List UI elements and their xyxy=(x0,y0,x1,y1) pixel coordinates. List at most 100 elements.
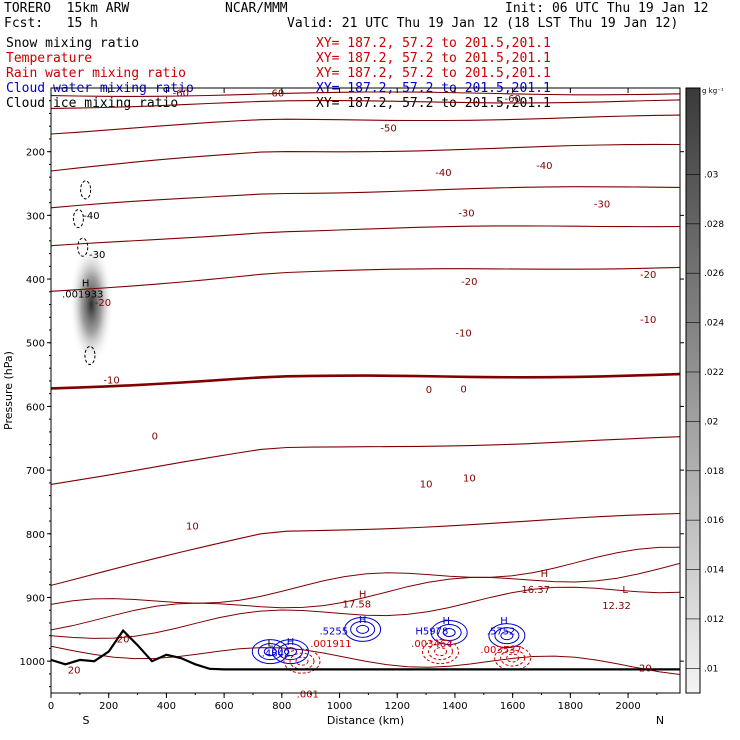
ice-contour xyxy=(84,345,96,365)
south-label: S xyxy=(83,714,90,727)
model-title: TORERO 15km ARW xyxy=(4,1,130,16)
hydrometeor-contour xyxy=(283,648,321,674)
hydrometeor-contour xyxy=(283,647,297,657)
contour-label: .5752 xyxy=(487,626,516,637)
y-tick-label: 900 xyxy=(26,593,45,604)
field-xy-snow: XY= 187.2, 57.2 to 201.5,201.1 xyxy=(316,36,551,51)
field-xy-temperature: XY= 187.2, 57.2 to 201.5,201.1 xyxy=(316,51,551,66)
x-tick-label: 1600 xyxy=(500,701,525,712)
colorbar-tick-label: .028 xyxy=(704,220,724,230)
isotherm--20 xyxy=(51,225,680,247)
y-tick-label: 500 xyxy=(26,339,45,350)
colorbar-tick-label: .02 xyxy=(704,417,718,427)
contour-label: .5255 xyxy=(319,626,348,637)
terrain-line xyxy=(51,628,680,671)
contour-label: .003464 xyxy=(411,639,452,650)
y-tick-label: 200 xyxy=(26,148,45,159)
isotherm-10 xyxy=(51,436,680,485)
contour-label: -30 xyxy=(89,250,105,261)
hydrometeor-contour xyxy=(494,627,520,645)
hydrometeor-contour xyxy=(436,624,462,641)
contour-label: H xyxy=(443,616,451,627)
colorbar-tick-label: .01 xyxy=(704,664,718,674)
hydrometeor-contour xyxy=(251,639,289,665)
isotherm--50 xyxy=(51,114,680,135)
contour-label: 0 xyxy=(460,384,466,395)
hydrometeor-contour xyxy=(356,624,370,634)
contour-label: 10 xyxy=(420,479,433,490)
hydrometeor-contour xyxy=(295,656,309,666)
contour-label: L xyxy=(622,585,628,596)
contour-label: H xyxy=(82,279,90,290)
x-tick-label: 0 xyxy=(48,701,54,712)
contour-label: H xyxy=(541,569,549,580)
y-axis-label: Pressure (hPa) xyxy=(2,351,15,430)
contour-label: 16.37 xyxy=(521,585,550,596)
snow-shading xyxy=(69,242,114,367)
contour-label: -60 xyxy=(268,88,284,99)
hydrometeor-contour xyxy=(277,643,303,661)
isotherm-low xyxy=(51,562,680,631)
contour-label: 20 xyxy=(639,663,652,674)
colorbar-units: g kg⁻¹ xyxy=(702,87,724,95)
hydrometeor-contour xyxy=(506,653,520,663)
y-tick-label: 300 xyxy=(26,211,45,222)
contour-label: -10 xyxy=(455,328,471,339)
contour-label: -20 xyxy=(640,270,656,281)
hydrometeor-contour xyxy=(271,639,309,665)
hydrometeor-contour xyxy=(442,628,456,637)
contour-label: -20 xyxy=(95,298,111,309)
contour-label: H xyxy=(500,616,508,627)
y-tick-label: 800 xyxy=(26,530,45,541)
init-time: Init: 06 UTC Thu 19 Jan 12 xyxy=(505,1,709,16)
x-tick-label: 1000 xyxy=(327,701,352,712)
x-tick-label: 600 xyxy=(215,701,234,712)
isotherm--60 xyxy=(51,91,680,97)
x-tick-label: 800 xyxy=(272,701,291,712)
contour-label: 0 xyxy=(152,432,158,443)
colorbar-tick-label: .014 xyxy=(704,566,724,576)
x-tick-label: 200 xyxy=(99,701,118,712)
ice-contour xyxy=(80,180,92,200)
contour-label: -60 xyxy=(504,94,520,105)
hydrometeor-contour xyxy=(350,620,376,638)
contour-label: 20 xyxy=(68,665,81,676)
x-tick-label: 1400 xyxy=(442,701,467,712)
contour-label: -40 xyxy=(435,168,451,179)
isotherm--30 xyxy=(51,186,680,209)
contour-label: .001933 xyxy=(62,290,103,301)
contour-label: 20 xyxy=(117,635,130,646)
isotherm-0 xyxy=(51,372,680,390)
colorbar-tick-label: .022 xyxy=(704,368,724,378)
isotherm--60 xyxy=(51,99,680,109)
contour-label: H5978 xyxy=(415,626,448,637)
y-tick-label: 600 xyxy=(26,402,45,413)
contour-label: -30 xyxy=(594,200,610,211)
field-name-rain: Rain water mixing ratio xyxy=(6,66,187,81)
hydrometeor-contour xyxy=(488,623,526,649)
north-label: N xyxy=(656,714,664,727)
ice-contour xyxy=(77,237,89,257)
contour-label: -10 xyxy=(103,375,119,386)
contour-label: -20 xyxy=(461,277,477,288)
field-xy-cloud-ice: XY= 187.2, 57.2 to 201.5,201.1 xyxy=(316,96,551,111)
hydrometeor-contour xyxy=(257,643,283,661)
isotherm-20 xyxy=(51,512,680,586)
x-tick-label: 1200 xyxy=(385,701,410,712)
contour-label: .001911 xyxy=(310,639,351,650)
y-tick-label: 1000 xyxy=(20,657,45,668)
plot-frame xyxy=(50,87,681,694)
contour-label: -50 xyxy=(380,123,396,134)
contour-label: .003537 xyxy=(480,645,521,656)
field-name-snow: Snow mixing ratio xyxy=(6,36,140,51)
contour-label: 10 xyxy=(186,521,199,532)
x-tick-label: 2000 xyxy=(615,701,640,712)
x-tick-label: 400 xyxy=(157,701,176,712)
isotherm--40 xyxy=(51,143,680,172)
colorbar-tick-label: .026 xyxy=(704,269,724,279)
field-name-temperature: Temperature xyxy=(6,51,93,66)
valid-time: Valid: 21 UTC Thu 19 Jan 12 (18 LST Thu … xyxy=(287,16,679,31)
colorbar xyxy=(685,87,701,694)
